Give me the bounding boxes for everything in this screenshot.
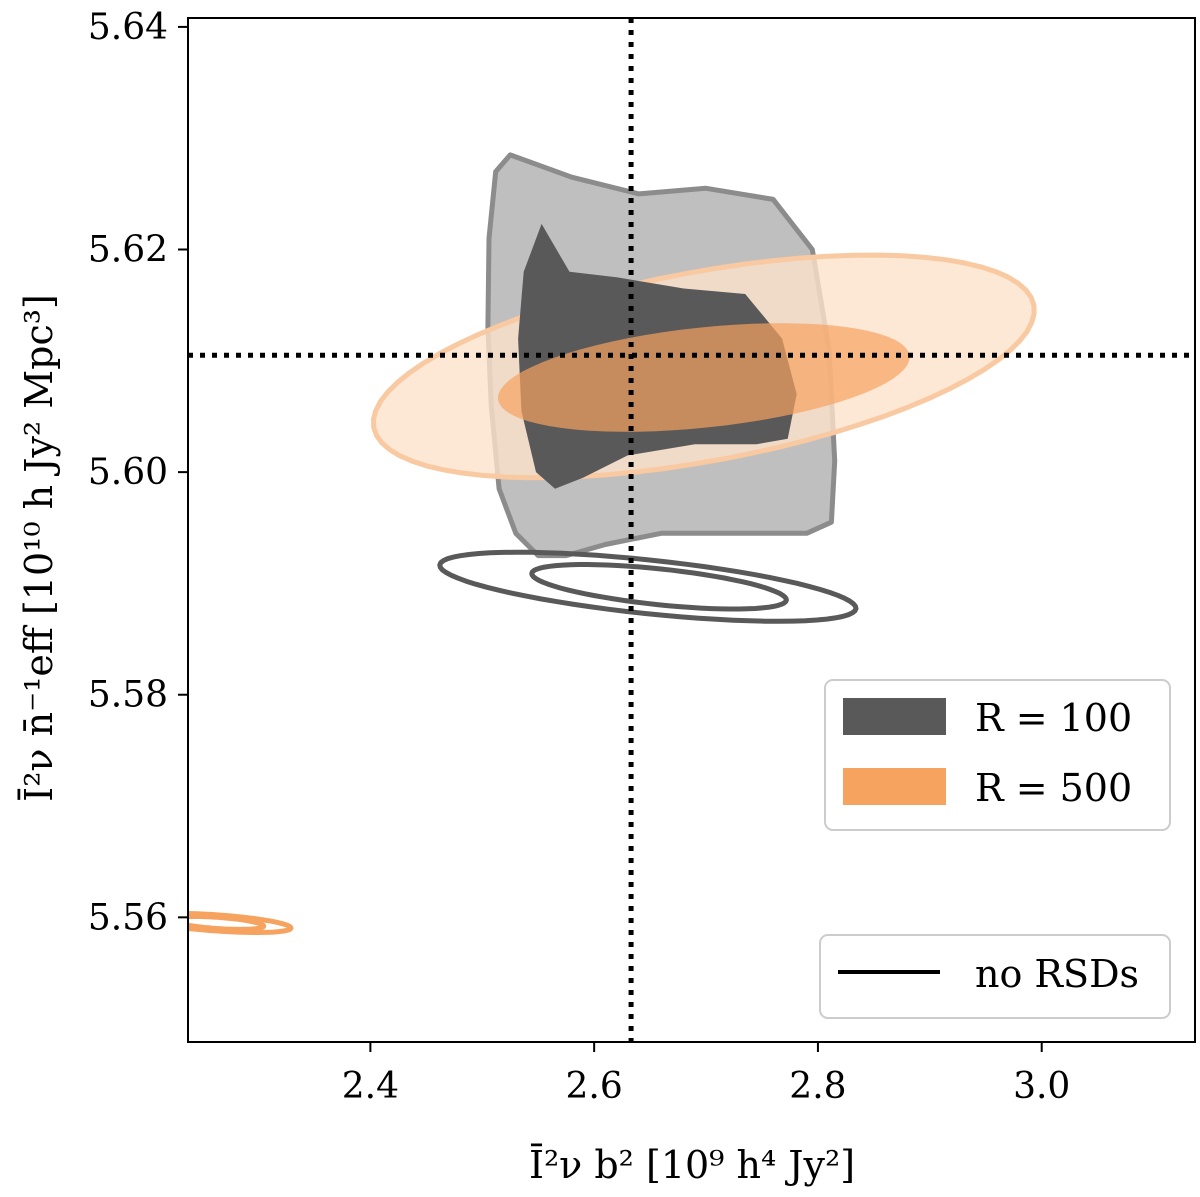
y-tick-label: 5.60 bbox=[88, 452, 168, 493]
legend2-box bbox=[819, 934, 1171, 1019]
y-axis-label: Ī²ν n̄⁻¹eff [10¹⁰ h Jy² Mpc³] bbox=[17, 294, 61, 802]
x-tick-label: 2.4 bbox=[342, 1066, 399, 1107]
r500-inner-contour bbox=[497, 323, 910, 432]
legend-swatch-r100 bbox=[843, 698, 946, 735]
contour-layer bbox=[188, 152, 1037, 935]
y-tick-label: 5.62 bbox=[88, 230, 168, 271]
x-tick-label: 3.0 bbox=[1013, 1066, 1070, 1107]
legend: R = 100 R = 500 bbox=[824, 679, 1171, 831]
nors-r100-inner-contour bbox=[529, 562, 789, 612]
y-tick-label: 5.56 bbox=[88, 897, 168, 938]
x-tick-label: 2.6 bbox=[566, 1066, 623, 1107]
nors-r500-inner-contour bbox=[188, 913, 267, 932]
legend-label-no-rsds: no RSDs bbox=[975, 952, 1139, 996]
y-axis-ticks: 5.56 5.58 5.60 5.62 5.64 bbox=[88, 7, 188, 938]
legend-label-r100: R = 100 bbox=[975, 696, 1132, 740]
legend-no-rsds: no RSDs bbox=[819, 934, 1171, 1019]
legend-swatch-r500 bbox=[843, 768, 946, 805]
plot-frame bbox=[187, 17, 1196, 1043]
y-tick-label: 5.58 bbox=[88, 675, 168, 716]
nors-r100-outer-contour bbox=[437, 549, 859, 624]
legend-label-r500: R = 500 bbox=[975, 766, 1132, 810]
x-axis-label: Ī²ν b² [10⁹ h⁴ Jy²] bbox=[529, 1143, 855, 1187]
y-tick-label: 5.64 bbox=[88, 7, 168, 48]
x-axis-ticks: 2.4 2.6 2.8 3.0 bbox=[342, 1042, 1070, 1107]
x-tick-label: 2.8 bbox=[789, 1066, 846, 1107]
